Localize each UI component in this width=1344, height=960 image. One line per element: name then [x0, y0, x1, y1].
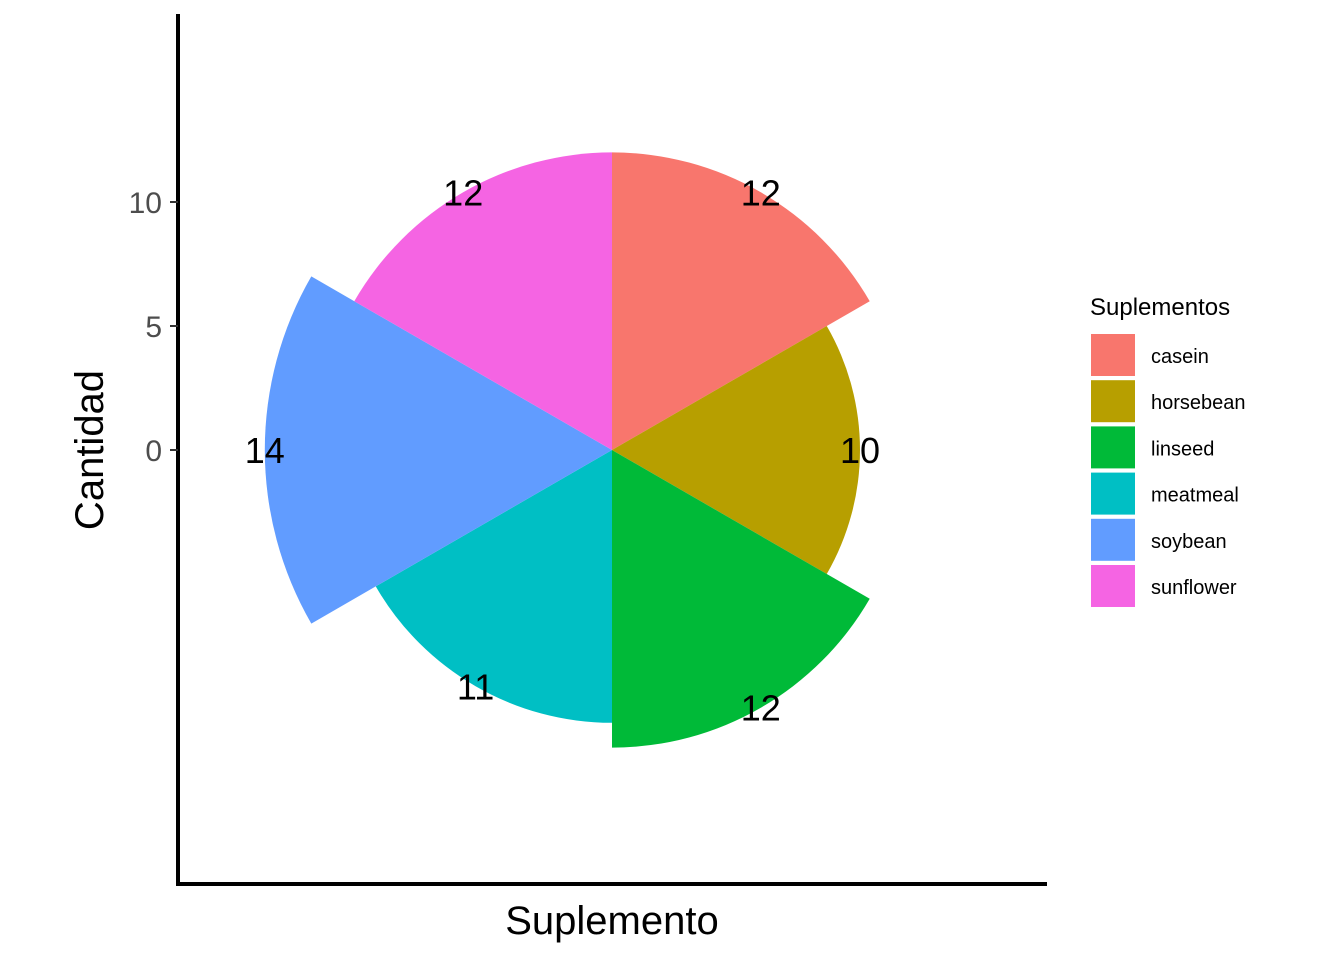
legend-swatch-linseed — [1091, 426, 1135, 469]
slice-meatmeal — [375, 450, 612, 723]
slice-linseed — [612, 450, 870, 748]
slice-casein — [612, 152, 870, 450]
legend-swatch-sunflower — [1091, 565, 1135, 607]
y-tick-label: 5 — [145, 311, 162, 344]
legend-label-meatmeal: meatmeal — [1151, 485, 1239, 507]
legend-title: Suplementos — [1090, 294, 1230, 321]
legend-label-casein: casein — [1151, 346, 1209, 368]
legend: Suplementos casein horsebean linseed meatme… — [1090, 294, 1246, 607]
data-label-horsebean: 10 — [840, 430, 880, 471]
y-ticks: 0 5 10 — [129, 187, 178, 468]
legend-swatch-casein — [1091, 334, 1135, 376]
data-label-sunflower: 12 — [443, 172, 483, 213]
legend-label-linseed: linseed — [1151, 438, 1214, 460]
data-labels: 12 10 12 11 14 12 — [245, 172, 880, 728]
y-axis-title: Cantidad — [68, 370, 112, 530]
y-tick-label: 10 — [129, 187, 162, 220]
legend-swatch-horsebean — [1091, 380, 1135, 423]
data-label-casein: 12 — [741, 172, 781, 213]
y-tick-label: 0 — [145, 435, 162, 468]
legend-label-sunflower: sunflower — [1151, 577, 1237, 599]
legend-swatch-soybean — [1091, 518, 1135, 561]
slice-sunflower — [354, 152, 612, 450]
data-label-linseed: 12 — [741, 688, 781, 729]
x-axis-title: Suplemento — [505, 899, 718, 943]
legend-swatch-meatmeal — [1091, 472, 1135, 515]
data-label-meatmeal: 11 — [457, 666, 494, 707]
legend-label-soybean: soybean — [1151, 531, 1227, 553]
legend-label-horsebean: horsebean — [1151, 392, 1246, 414]
slice-horsebean — [612, 326, 860, 574]
data-label-soybean: 14 — [245, 430, 285, 471]
slices — [264, 152, 870, 748]
slice-soybean — [264, 276, 612, 624]
